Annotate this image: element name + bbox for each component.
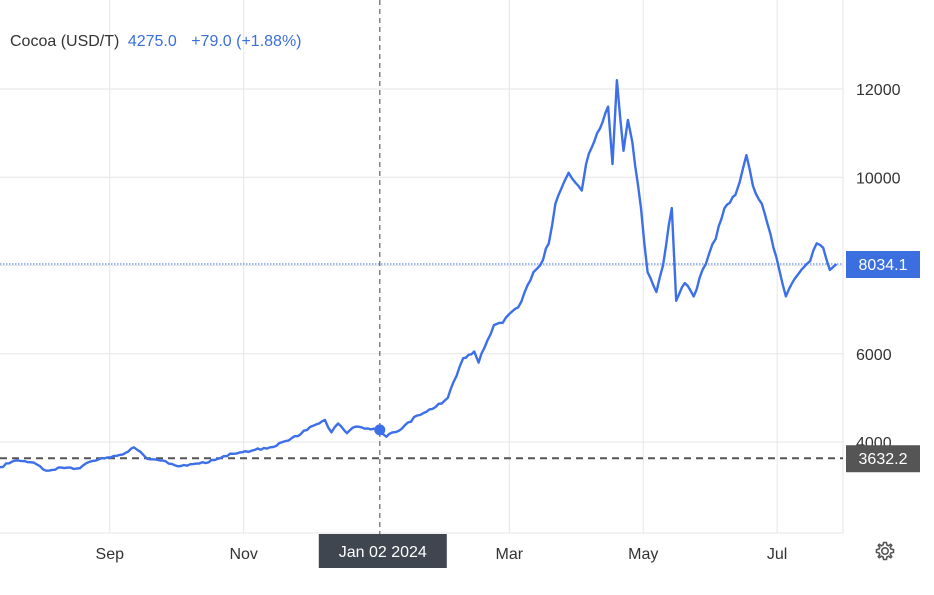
reference-label-bg (846, 445, 920, 473)
x-axis: Sep Nov Mar May Jul (96, 546, 788, 563)
series-layer (0, 79, 838, 472)
reference-label-bg (846, 250, 920, 278)
y-tick-label: 6000 (856, 347, 892, 364)
crosshair-label-bg (318, 534, 447, 568)
x-tick-label: Mar (496, 546, 524, 563)
x-tick-label: Jul (767, 546, 787, 563)
x-tick-label: Sep (96, 546, 125, 563)
reference-label: 8034.1 (859, 257, 908, 274)
chart-header: Cocoa (USD/T) 4275.0 +79.0 (+1.88%) (10, 33, 302, 51)
crosshair-label: Jan 02 2024 (339, 544, 427, 561)
reference-label: 3632.2 (859, 451, 908, 468)
grid-layer (0, 0, 844, 534)
instrument-change: +79.0 (+1.88%) (191, 33, 302, 50)
price-line (0, 79, 838, 472)
gear-icon[interactable] (873, 539, 897, 563)
reference-lines (0, 263, 843, 460)
y-tick-label: 10000 (856, 170, 901, 187)
x-tick-label: Nov (229, 546, 257, 563)
axis-labels-layer: 8034.1 3632.2 Jan 02 2024 (318, 250, 920, 568)
y-tick-label: 12000 (856, 82, 901, 99)
x-tick-label: May (628, 546, 658, 563)
instrument-name: Cocoa (USD/T) (10, 33, 120, 50)
instrument-price: 4275.0 (127, 33, 177, 50)
